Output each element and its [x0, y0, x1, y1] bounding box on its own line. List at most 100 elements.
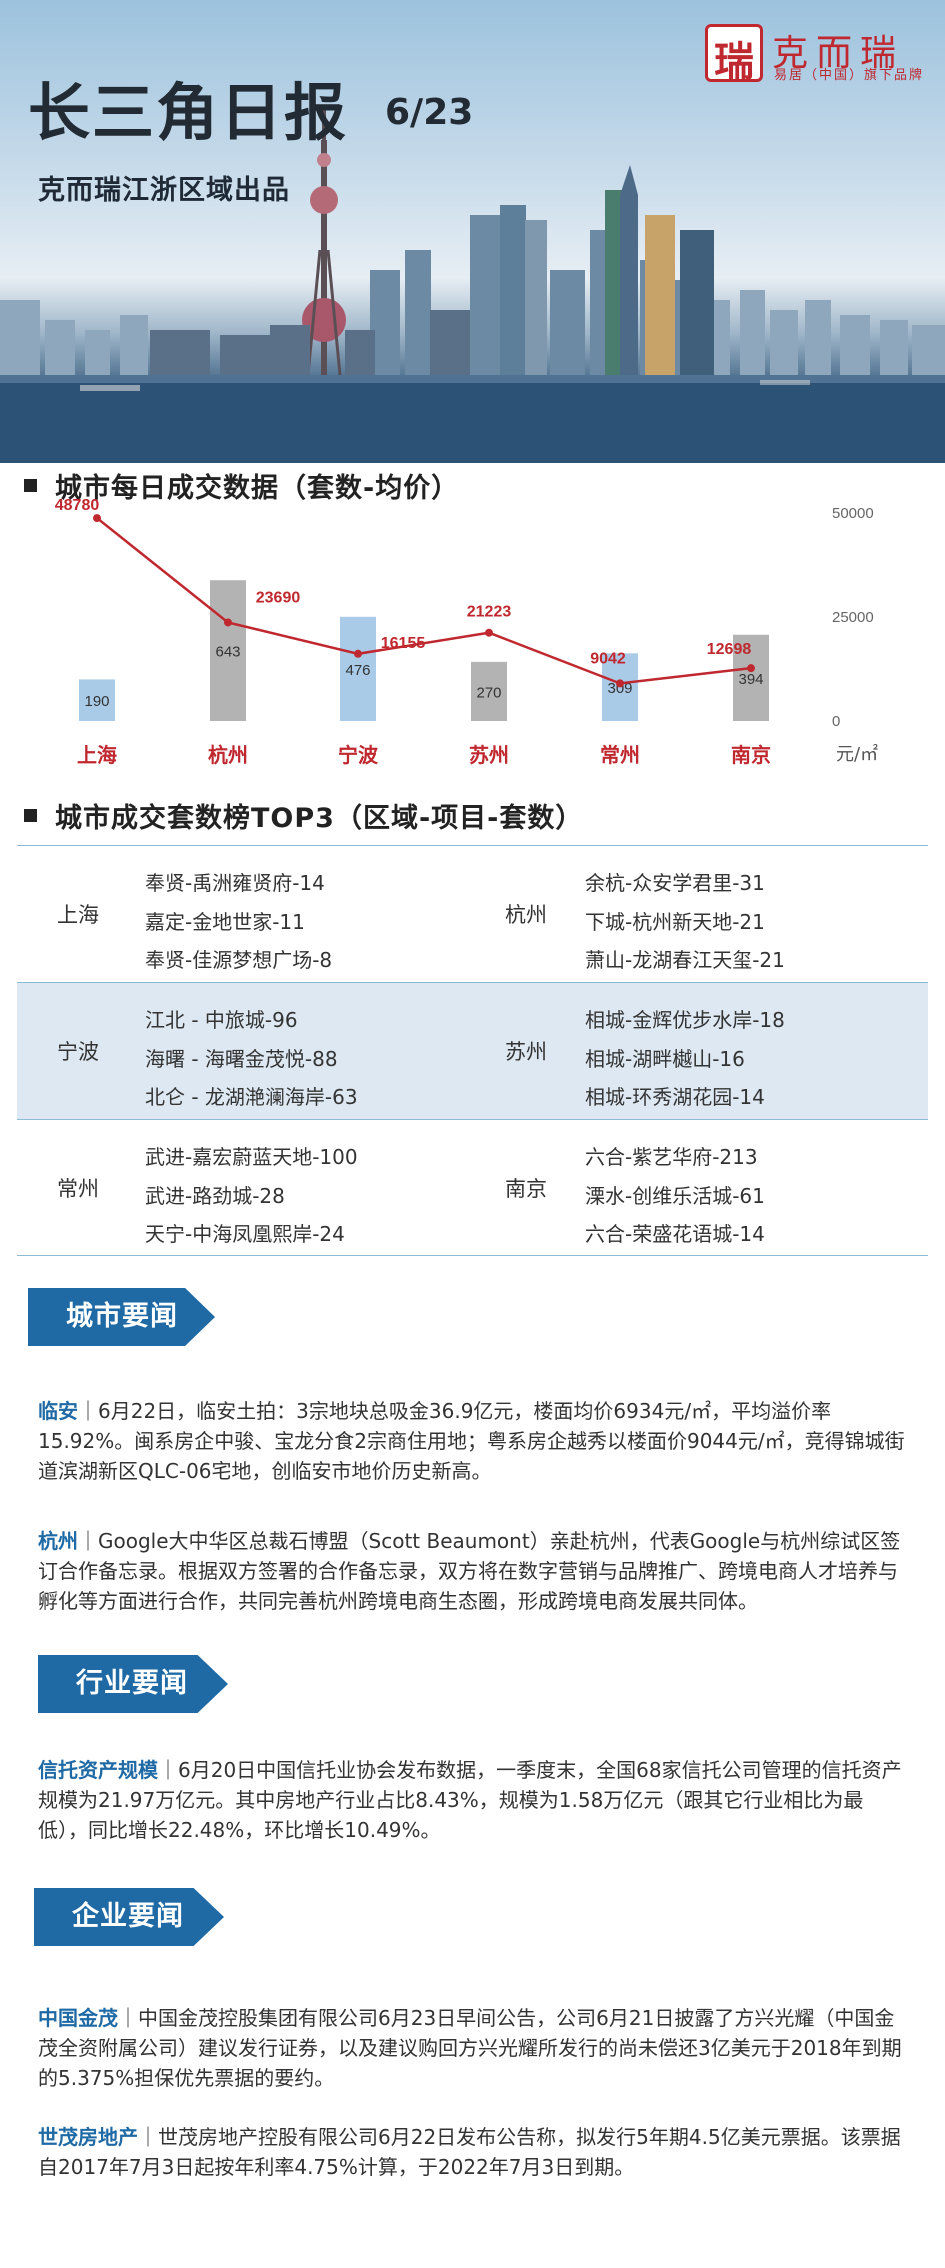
report-subtitle: 克而瑞江浙区域出品	[38, 175, 290, 206]
project-item: 武进-路劲城-28	[145, 1183, 285, 1208]
project-item: 嘉定-金地世家-11	[145, 909, 305, 934]
project-item: 奉贤-佳源梦想广场-8	[145, 948, 333, 972]
news-keyword: 信托资产规模	[38, 1758, 158, 1782]
city-name: 南京	[505, 1177, 547, 1201]
price-point	[224, 618, 232, 627]
project-item: 北仑 - 龙湖滟澜海岸-63	[145, 1085, 358, 1109]
section-daily-header: 城市每日成交数据（套数-均价）	[24, 466, 459, 505]
project-list: 相城-金辉优步水岸-18 相城-湖畔樾山-16 相城-环秀湖花园-14	[585, 1001, 785, 1117]
bar-value-label: 270	[476, 684, 501, 701]
industry-news-tag: 行业要闻	[38, 1655, 228, 1713]
brand-tagline: 易居（中国）旗下品牌	[774, 68, 925, 83]
news-item: 中国金茂｜中国金茂控股集团有限公司6月23日早间公告，公司6月21日披露了方兴光…	[38, 2003, 908, 2093]
bar	[210, 580, 246, 721]
axis-unit-label: 元/㎡	[836, 743, 878, 765]
news-keyword: 中国金茂	[38, 2006, 118, 2030]
bar-value-label: 309	[607, 680, 632, 697]
city-name: 常州	[57, 1177, 99, 1201]
x-tick-label: 宁波	[338, 743, 379, 767]
price-value-label: 23690	[256, 589, 301, 606]
square-bullet-icon	[24, 809, 37, 822]
project-item: 奉贤-禹洲雍贤府-14	[145, 871, 325, 895]
project-list: 江北 - 中旅城-96 海曙 - 海曙金茂悦-88 北仑 - 龙湖滟澜海岸-63	[145, 1001, 358, 1117]
company-news-tag: 企业要闻	[34, 1888, 224, 1946]
project-item: 余杭-众安学君里-31	[585, 871, 765, 895]
project-item: 相城-金辉优步水岸-18	[585, 1008, 785, 1032]
x-tick-label: 杭州	[208, 743, 248, 767]
daily-deals-chart: 50000 25000 0 元/㎡ 190 643 476 270 309 394 48780 236…	[55, 497, 878, 767]
bar-value-label: 643	[215, 644, 240, 661]
price-value-label: 16155	[381, 635, 426, 652]
price-point	[616, 679, 624, 688]
project-list: 奉贤-禹洲雍贤府-14 嘉定-金地世家-11 奉贤-佳源梦想广场-8	[145, 864, 332, 980]
bar	[733, 634, 769, 721]
y-tick-label: 0	[832, 713, 840, 730]
news-item: 临安｜6月22日，临安土拍：3宗地块总吸金36.9亿元，楼面均价6934元/㎡，…	[38, 1396, 908, 1486]
news-text: ｜6月22日，临安土拍：3宗地块总吸金36.9亿元，楼面均价6934元/㎡，平均…	[38, 1399, 905, 1483]
section-top3-header: 城市成交套数榜TOP3（区域-项目-套数）	[24, 796, 583, 835]
section-daily-title: 城市每日成交数据（套数-均价）	[55, 473, 460, 504]
bar	[340, 616, 376, 721]
brand-name: 克而瑞	[772, 33, 905, 74]
project-item: 萧山-龙湖春江天玺-21	[585, 948, 785, 972]
x-tick-label: 常州	[600, 743, 640, 767]
project-item: 下城-杭州新天地-21	[585, 909, 765, 934]
project-list: 六合-紫艺华府-213 溧水-创维乐活城-61 六合-荣盛花语城-14	[585, 1138, 765, 1254]
news-text: ｜6月20日中国信托业协会发布数据，一季度末，全国68家信托公司管理的信托资产规…	[38, 1758, 902, 1842]
price-point	[485, 628, 493, 637]
report-title: 长三角日报	[28, 76, 349, 149]
project-item: 相城-环秀湖花园-14	[585, 1085, 765, 1109]
project-item: 溧水-创维乐活城-61	[585, 1183, 765, 1208]
project-item: 六合-荣盛花语城-14	[585, 1222, 765, 1246]
price-point	[93, 514, 101, 523]
top3-row: 宁波 江北 - 中旅城-96 海曙 - 海曙金茂悦-88 北仑 - 龙湖滟澜海岸…	[17, 982, 928, 1119]
city-news-tag: 城市要闻	[28, 1288, 215, 1346]
price-line	[96, 517, 752, 685]
y-tick-label: 25000	[832, 609, 874, 626]
report-date: 6/23	[385, 92, 474, 133]
news-text: ｜世茂房地产控股有限公司6月22日发布公告称，拟发行5年期4.5亿美元票据。该票…	[38, 2125, 901, 2179]
news-keyword: 杭州	[38, 1529, 78, 1553]
project-item: 天宁-中海凤凰熙岸-24	[145, 1222, 345, 1246]
header-banner: 长三角日报 6/23 克而瑞江浙区域出品 瑞 克而瑞 易居（中国）旗下品牌	[0, 0, 945, 463]
skyline-illustration	[0, 110, 945, 463]
bar-value-label: 190	[84, 693, 109, 710]
project-item: 武进-嘉宏蔚蓝天地-100	[145, 1145, 358, 1169]
price-value-label: 21223	[467, 604, 512, 621]
top3-table: 上海 奉贤-禹洲雍贤府-14 嘉定-金地世家-11 奉贤-佳源梦想广场-8 杭州…	[17, 845, 928, 1256]
news-text: ｜Google大中华区总裁石博盟（Scott Beaumont）亲赴杭州，代表G…	[38, 1529, 901, 1613]
x-tick-label: 上海	[77, 743, 117, 767]
city-name: 杭州	[505, 903, 547, 927]
brand-logo-icon: 瑞	[705, 24, 763, 85]
project-item: 相城-湖畔樾山-16	[585, 1046, 745, 1071]
news-text: ｜中国金茂控股集团有限公司6月23日早间公告，公司6月21日披露了方兴光耀（中国…	[38, 2006, 902, 2090]
x-tick-label: 苏州	[469, 743, 509, 767]
city-name: 宁波	[57, 1040, 99, 1064]
y-tick-label: 50000	[832, 505, 874, 522]
bar-value-label: 394	[738, 671, 763, 688]
news-keyword: 临安	[38, 1399, 78, 1423]
bar-value-label: 476	[345, 662, 370, 679]
bar	[471, 661, 507, 721]
news-item: 信托资产规模｜6月20日中国信托业协会发布数据，一季度末，全国68家信托公司管理…	[38, 1755, 908, 1845]
project-list: 余杭-众安学君里-31 下城-杭州新天地-21 萧山-龙湖春江天玺-21	[585, 864, 785, 980]
top3-row: 常州 武进-嘉宏蔚蓝天地-100 武进-路劲城-28 天宁-中海凤凰熙岸-24 …	[17, 1119, 928, 1256]
project-item: 海曙 - 海曙金茂悦-88	[145, 1046, 338, 1071]
square-bullet-icon	[24, 479, 37, 492]
news-item: 世茂房地产｜世茂房地产控股有限公司6月22日发布公告称，拟发行5年期4.5亿美元…	[38, 2122, 908, 2182]
city-name: 上海	[57, 903, 99, 927]
news-item: 杭州｜Google大中华区总裁石博盟（Scott Beaumont）亲赴杭州，代…	[38, 1526, 908, 1616]
price-value-label: 9042	[590, 650, 626, 667]
bar	[79, 679, 115, 721]
project-item: 六合-紫艺华府-213	[585, 1145, 758, 1169]
top3-row: 上海 奉贤-禹洲雍贤府-14 嘉定-金地世家-11 奉贤-佳源梦想广场-8 杭州…	[17, 845, 928, 982]
price-value-label: 48780	[55, 497, 100, 514]
price-point	[354, 649, 362, 658]
city-name: 苏州	[505, 1040, 547, 1064]
project-item: 江北 - 中旅城-96	[145, 1008, 298, 1032]
project-list: 武进-嘉宏蔚蓝天地-100 武进-路劲城-28 天宁-中海凤凰熙岸-24	[145, 1138, 358, 1254]
news-keyword: 世茂房地产	[38, 2125, 138, 2149]
section-top3-title: 城市成交套数榜TOP3（区域-项目-套数）	[55, 803, 584, 834]
x-tick-label: 南京	[731, 743, 771, 767]
price-point	[747, 664, 755, 673]
